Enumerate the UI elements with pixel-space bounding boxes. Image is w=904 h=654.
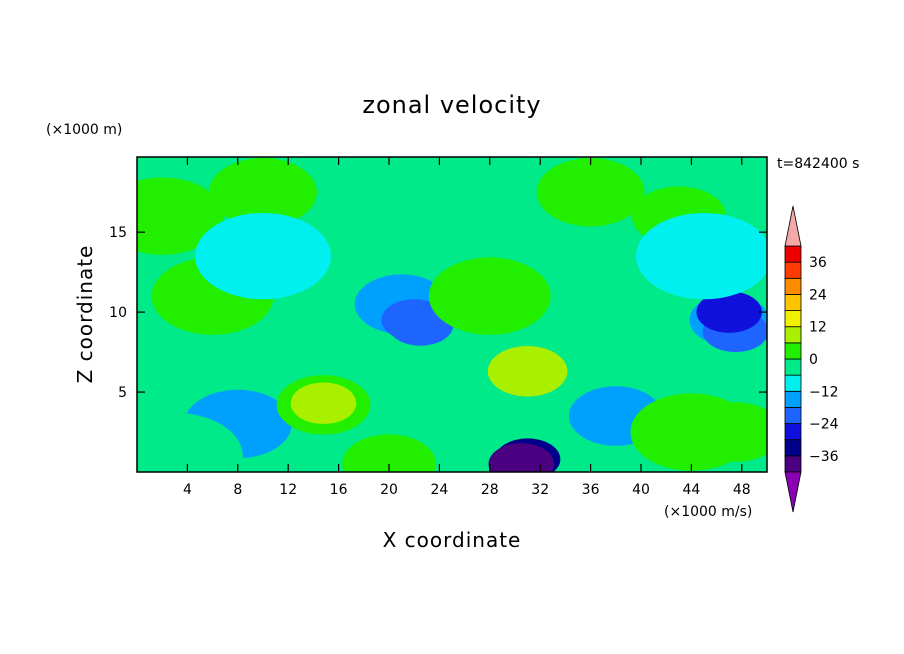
colorbar-swatch-3 [784,407,802,424]
x-tick-label-9: 40 [632,482,650,498]
colorbar-swatch-9 [784,310,802,328]
x-unit-label: (×1000 m/s) [664,504,752,520]
colorbar-extend-max [784,205,802,247]
x-tick-label-11: 48 [733,482,751,498]
colorbar-label-2: 12 [809,320,827,336]
chart-title: zonal velocity [362,91,541,119]
colorbar-label-5: −24 [809,417,839,433]
field-feature-12 [290,382,357,425]
x-tick-label-4: 20 [380,482,398,498]
y-tick-label-0: 5 [118,385,127,401]
field-feature-1 [488,443,555,472]
field-feature-23 [194,212,332,300]
colorbar-swatch-2 [784,423,802,441]
field-feature-20 [137,177,224,255]
colorbar-swatch-12 [784,261,802,279]
plot-frame [136,156,768,473]
x-tick-label-2: 12 [279,482,297,498]
field-feature-24 [137,412,243,472]
colorbar-swatch-1 [784,439,802,457]
colorbar-swatch-11 [784,277,802,295]
colorbar-label-1: 24 [809,287,827,303]
y-tick-label-2: 15 [109,225,127,241]
field-feature-15 [342,434,436,472]
x-tick-label-8: 36 [582,482,600,498]
colorbar-swatch-13 [784,245,802,263]
plot-area [136,156,768,473]
x-tick-label-5: 24 [430,482,448,498]
colorbar-swatch-7 [784,342,802,360]
y-axis: 5 10 15 [109,225,767,401]
velocity-field [137,157,767,472]
x-tick-label-3: 16 [330,482,348,498]
colorbar-swatch-10 [784,294,802,311]
y-unit-label: (×1000 m) [46,122,122,138]
x-tick-label-7: 32 [531,482,549,498]
x-axis-title: X coordinate [383,528,522,552]
y-tick-label-1: 10 [109,305,127,321]
field-feature-8 [696,291,762,333]
colorbar-label-0: 36 [809,255,827,271]
colorbar-extend-min [784,471,802,513]
colorbar-swatch-0 [784,455,802,473]
field-feature-14 [498,350,565,393]
time-label: t=842400 s [777,156,859,172]
field-feature-22 [635,212,767,300]
x-tick-label-6: 28 [481,482,499,498]
colorbar-swatch-6 [784,358,802,376]
field-feature-21 [428,257,551,335]
colorbar: 36 24 12 0 −12 −24 −36 [784,205,839,513]
field-feature-18 [536,157,645,227]
field-feature-25 [630,393,753,471]
y-axis-title: Z coordinate [73,245,97,384]
field-feature-17 [209,157,317,227]
x-tick-label-0: 4 [183,482,192,498]
colorbar-swatch-5 [784,374,802,392]
colorbar-swatch-4 [784,390,802,408]
x-axis: 4 8 12 16 20 24 28 32 36 40 44 48 [183,157,751,498]
x-tick-label-1: 8 [233,482,242,498]
colorbar-swatch-8 [784,326,802,344]
colorbar-label-3: 0 [809,352,818,368]
x-tick-label-10: 44 [682,482,700,498]
colorbar-label-6: −36 [809,449,839,465]
colorbar-label-4: −12 [809,384,839,400]
